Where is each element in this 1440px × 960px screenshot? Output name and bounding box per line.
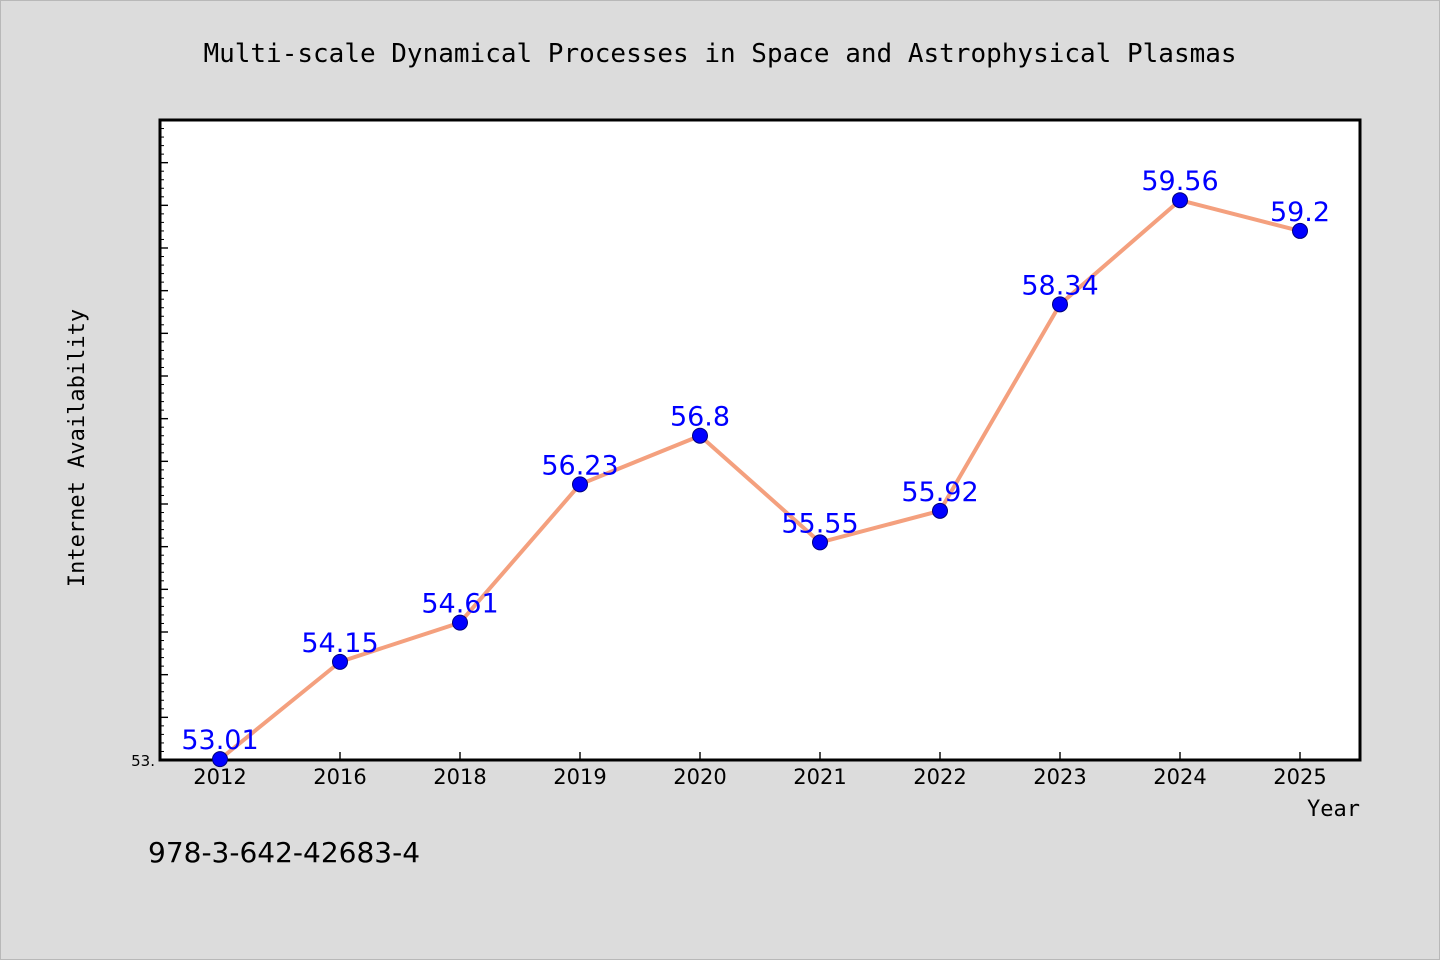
data-label: 58.34 <box>1021 270 1098 301</box>
x-tick-label: 2019 <box>553 765 606 789</box>
data-point <box>212 751 228 768</box>
data-point <box>932 502 948 519</box>
chart-title: Multi-scale Dynamical Processes in Space… <box>203 39 1236 69</box>
data-label: 55.55 <box>781 508 858 539</box>
x-axis-tick-labels: 2012 2016 2018 2019 2020 2021 2022 2023 2024 2025 <box>193 765 1326 789</box>
data-point <box>1292 222 1308 239</box>
x-tick-label: 2024 <box>1153 765 1206 789</box>
data-point <box>572 476 588 493</box>
data-label: 54.61 <box>421 589 498 620</box>
y-axis-ticks <box>160 128 168 761</box>
data-label: 56.23 <box>541 450 618 481</box>
x-tick-label: 2012 <box>193 765 246 789</box>
data-label: 59.2 <box>1270 197 1330 228</box>
x-tick-label: 2020 <box>673 765 726 789</box>
series-line <box>218 198 1301 761</box>
data-point <box>452 614 468 631</box>
isbn-text: 978-3-642-42683-4 <box>148 836 420 869</box>
x-tick-label: 2018 <box>433 765 486 789</box>
x-axis-label: Year <box>1307 797 1360 822</box>
series-group: 53.01 54.15 54.61 56.23 56.8 55.55 55.92 58.34 5… <box>181 166 1330 768</box>
data-point <box>1172 192 1188 209</box>
x-tick-label: 2021 <box>793 765 846 789</box>
x-tick-label: 2016 <box>313 765 366 789</box>
data-label: 53.01 <box>181 725 258 756</box>
data-point <box>812 534 828 551</box>
x-tick-label: 2022 <box>913 765 966 789</box>
y-axis-label: Internet Availability <box>65 309 90 587</box>
data-point <box>1052 296 1068 313</box>
data-point <box>692 427 708 444</box>
data-label: 54.15 <box>301 628 378 659</box>
data-label: 56.8 <box>670 402 730 433</box>
y-axis-tick-label: 53. <box>131 752 155 770</box>
x-tick-label: 2023 <box>1033 765 1086 789</box>
x-tick-label: 2025 <box>1273 765 1326 789</box>
data-label: 59.56 <box>1141 166 1218 197</box>
data-label: 55.92 <box>901 477 978 508</box>
data-point <box>332 653 348 670</box>
